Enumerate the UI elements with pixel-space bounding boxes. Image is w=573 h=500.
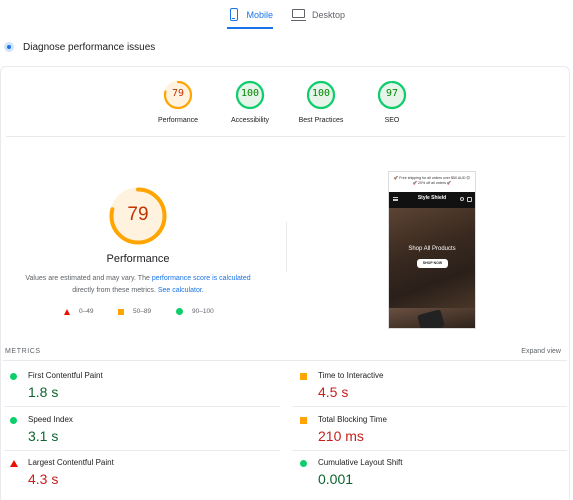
orange-square-icon — [300, 417, 307, 424]
gauge-score: 97 — [385, 88, 399, 99]
expand-view-link[interactable]: Expand view — [521, 348, 561, 355]
gauge-arc — [235, 80, 265, 110]
screenshot-hero: Shop All Products SHOP NOW — [389, 208, 475, 308]
metric-fcp: First Contentful Paint 1.8 s — [0, 366, 270, 410]
screenshot-hero-title: Shop All Products — [408, 246, 456, 252]
diagnose-title: Diagnose performance issues — [23, 41, 156, 53]
gauge-best-practices[interactable]: 100 Best Practices — [281, 80, 361, 124]
green-circle-icon — [10, 417, 17, 424]
metric-name: Cumulative Layout Shift — [318, 458, 403, 467]
gauge-ring: 100 — [235, 80, 265, 110]
tab-mobile-label: Mobile — [246, 10, 273, 20]
metric-tbt: Total Blocking Time 210 ms — [290, 410, 560, 454]
divider — [4, 450, 280, 451]
divider — [292, 406, 567, 407]
metric-tti: Time to Interactive 4.5 s — [290, 366, 560, 410]
screenshot-promo-text: 🚀 Free shipping for all orders over $50 … — [393, 176, 471, 185]
gauge-arc — [377, 80, 407, 110]
metric-cls: Cumulative Layout Shift 0.001 — [290, 453, 560, 497]
performance-score: 79 — [127, 204, 149, 225]
tab-desktop-label: Desktop — [312, 10, 346, 20]
device-tabs: Mobile Desktop — [0, 0, 573, 30]
disclaimer-text: directly from these metrics. — [72, 287, 158, 294]
see-calculator-link[interactable]: See calculator. — [157, 287, 204, 294]
diagnose-icon — [2, 40, 16, 54]
orange-square-icon — [118, 308, 124, 315]
legend-poor: 0–49 — [64, 308, 93, 315]
divider — [4, 406, 280, 407]
performance-disclaimer: Values are estimated and may vary. The p… — [15, 273, 261, 297]
legend-range: 50–89 — [133, 308, 152, 315]
monitor-icon — [291, 8, 306, 22]
gauge-arc — [163, 80, 193, 110]
final-screenshot: 🚀 Free shipping for all orders over $50 … — [388, 171, 476, 329]
divider — [3, 360, 567, 361]
orange-square-icon — [300, 373, 307, 380]
screenshot-shop-now-button: SHOP NOW — [417, 259, 448, 268]
tab-desktop[interactable]: Desktop — [291, 0, 352, 30]
score-calculated-link[interactable]: performance score is calculated — [151, 275, 251, 282]
gauge-ring: 100 — [306, 80, 336, 110]
metric-value: 210 ms — [318, 428, 364, 444]
performance-gauge-arc — [109, 187, 167, 245]
gauge-accessibility[interactable]: 100 Accessibility — [210, 80, 290, 124]
performance-title: Performance — [106, 253, 170, 265]
metric-speed-index: Speed Index 3.1 s — [0, 410, 270, 454]
screenshot-brand: Style Shield — [417, 195, 447, 201]
tab-mobile[interactable]: Mobile — [227, 0, 273, 30]
diagnose-header: Diagnose performance issues — [0, 38, 155, 56]
legend-average: 50–89 — [118, 308, 151, 315]
metric-name: First Contentful Paint — [28, 371, 103, 380]
gauge-score: 100 — [311, 88, 331, 99]
gauge-label: Best Practices — [298, 117, 344, 124]
green-circle-icon — [176, 308, 183, 315]
metric-lcp: Largest Contentful Paint 4.3 s — [0, 453, 270, 497]
metric-name: Time to Interactive — [318, 371, 384, 380]
divider — [6, 136, 566, 137]
metric-value: 0.001 — [318, 471, 354, 487]
metric-name: Speed Index — [28, 415, 73, 424]
divider — [292, 450, 567, 451]
gauge-score: 79 — [171, 88, 185, 99]
performance-gauge-large — [108, 186, 168, 246]
green-circle-icon — [300, 460, 307, 467]
smartphone-icon — [227, 8, 240, 22]
green-circle-icon — [10, 373, 17, 380]
cart-icon — [467, 197, 472, 202]
metric-value: 1.8 s — [28, 384, 59, 400]
search-icon — [460, 197, 464, 201]
metric-value: 3.1 s — [28, 428, 59, 444]
metric-name: Total Blocking Time — [318, 415, 387, 424]
legend-good: 90–100 — [176, 308, 214, 315]
gauge-label: Accessibility — [230, 117, 270, 124]
metrics-heading: METRICS — [5, 348, 41, 355]
report-card — [0, 66, 570, 500]
legend-range: 90–100 — [192, 308, 214, 315]
gauge-ring: 79 — [163, 80, 193, 110]
metric-value: 4.5 s — [318, 384, 349, 400]
gauge-ring: 97 — [377, 80, 407, 110]
divider — [286, 222, 287, 272]
hamburger-menu-icon — [393, 197, 398, 201]
gauge-performance[interactable]: 79 Performance — [138, 80, 218, 124]
gauge-label: Performance — [157, 117, 199, 124]
legend-range: 0–49 — [79, 308, 94, 315]
red-triangle-icon — [64, 308, 70, 315]
gauge-score: 100 — [240, 88, 260, 99]
metric-value: 4.3 s — [28, 471, 59, 487]
gauge-seo[interactable]: 97 SEO — [352, 80, 432, 124]
metric-name: Largest Contentful Paint — [28, 458, 114, 467]
red-triangle-icon — [10, 460, 18, 467]
gauge-arc — [306, 80, 336, 110]
screenshot-navbar: Style Shield — [389, 192, 475, 208]
disclaimer-text: Values are estimated and may vary. The — [25, 275, 152, 282]
gauge-label: SEO — [384, 117, 400, 124]
